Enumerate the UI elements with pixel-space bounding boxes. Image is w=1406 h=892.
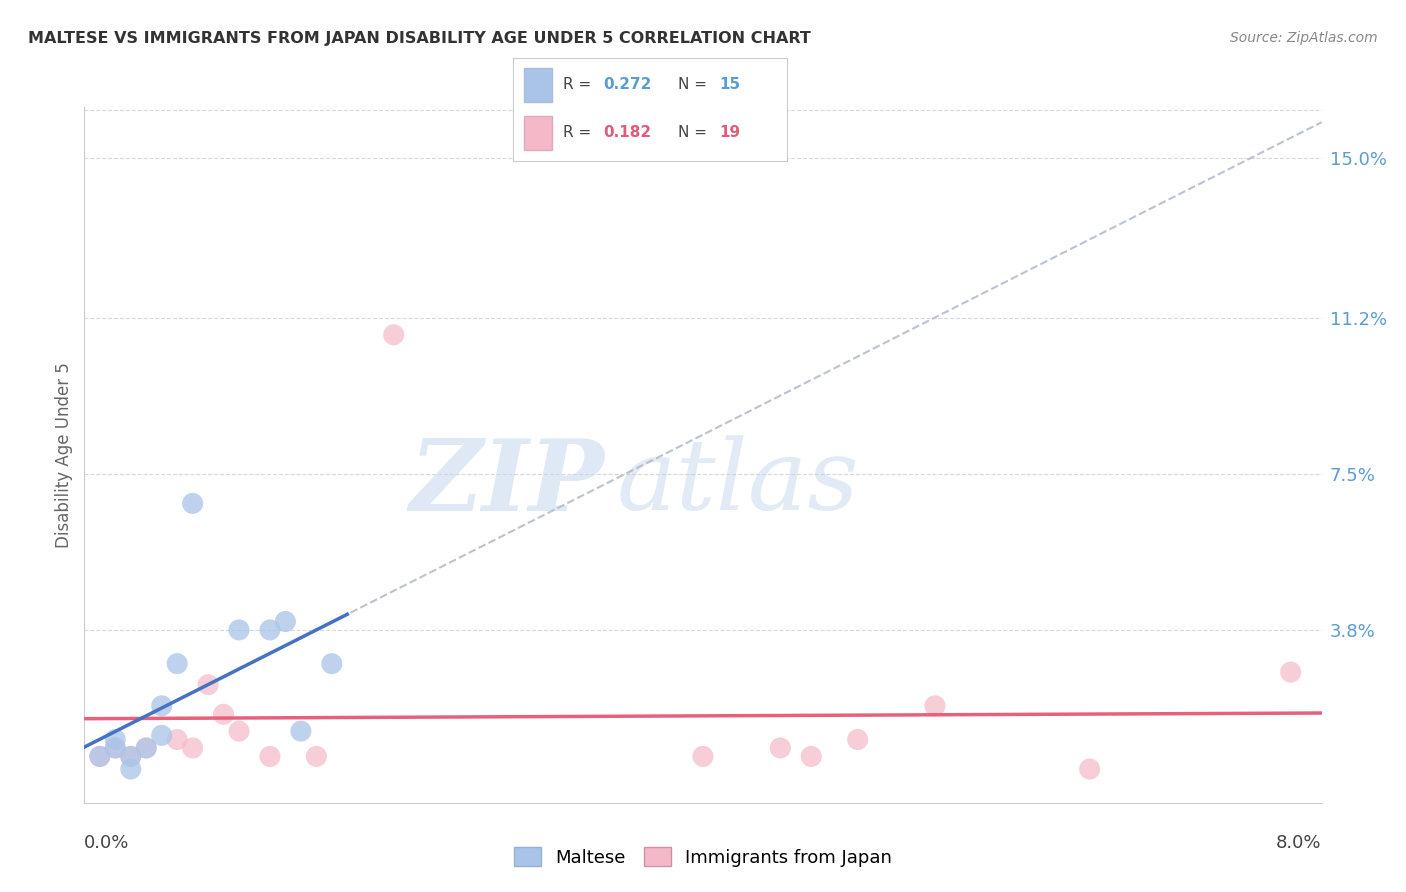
Point <box>1078 762 1101 776</box>
Point <box>259 749 281 764</box>
Point <box>120 749 142 764</box>
Point <box>769 741 792 756</box>
Point <box>305 749 328 764</box>
Point <box>181 741 204 756</box>
Text: 8.0%: 8.0% <box>1277 834 1322 852</box>
Point <box>120 749 142 764</box>
Point <box>692 749 714 764</box>
Point <box>150 698 173 713</box>
Point <box>120 762 142 776</box>
Text: atlas: atlas <box>616 435 859 531</box>
Text: R =: R = <box>562 77 596 92</box>
Point <box>228 623 250 637</box>
Point <box>89 749 111 764</box>
Legend: Maltese, Immigrants from Japan: Maltese, Immigrants from Japan <box>506 840 900 874</box>
Point <box>150 728 173 742</box>
Point <box>274 615 297 629</box>
Point <box>104 741 127 756</box>
Point <box>197 678 219 692</box>
FancyBboxPatch shape <box>524 117 551 150</box>
Text: N =: N = <box>678 126 711 140</box>
Point <box>135 741 157 756</box>
Point <box>104 732 127 747</box>
Text: 0.0%: 0.0% <box>84 834 129 852</box>
Point <box>924 698 946 713</box>
Point <box>800 749 823 764</box>
Text: R =: R = <box>562 126 596 140</box>
Point <box>290 724 312 739</box>
Point <box>382 327 405 342</box>
FancyBboxPatch shape <box>524 69 551 102</box>
Point <box>259 623 281 637</box>
Point <box>321 657 343 671</box>
Point <box>1279 665 1302 679</box>
Text: MALTESE VS IMMIGRANTS FROM JAPAN DISABILITY AGE UNDER 5 CORRELATION CHART: MALTESE VS IMMIGRANTS FROM JAPAN DISABIL… <box>28 31 811 46</box>
Point <box>104 741 127 756</box>
Point <box>89 749 111 764</box>
Point <box>181 496 204 510</box>
Y-axis label: Disability Age Under 5: Disability Age Under 5 <box>55 362 73 548</box>
Text: Source: ZipAtlas.com: Source: ZipAtlas.com <box>1230 31 1378 45</box>
Point <box>166 657 188 671</box>
Text: 0.272: 0.272 <box>603 77 652 92</box>
Point <box>228 724 250 739</box>
Text: N =: N = <box>678 77 711 92</box>
Text: ZIP: ZIP <box>409 434 605 531</box>
Point <box>212 707 235 722</box>
Text: 19: 19 <box>718 126 740 140</box>
Text: 15: 15 <box>718 77 740 92</box>
Point <box>135 741 157 756</box>
Point <box>166 732 188 747</box>
Point <box>846 732 869 747</box>
Text: 0.182: 0.182 <box>603 126 652 140</box>
